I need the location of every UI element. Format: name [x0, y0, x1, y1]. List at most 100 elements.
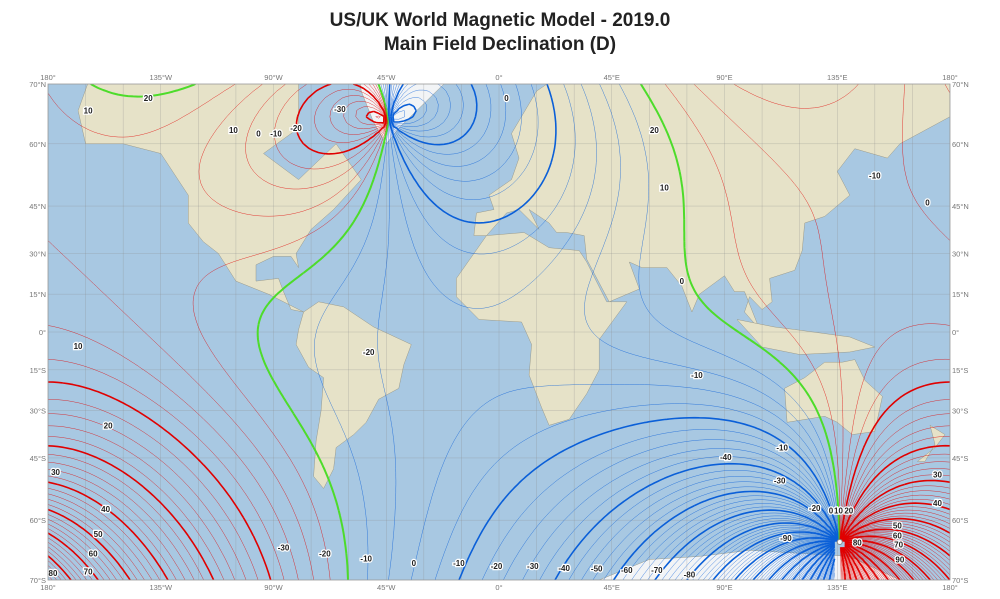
- contour-line: [48, 532, 950, 580]
- contour-line: [387, 84, 840, 580]
- contour-line: [843, 537, 946, 580]
- contour-line: [48, 509, 950, 580]
- contour-label: 70: [894, 540, 903, 549]
- contour-line: [844, 540, 927, 580]
- contour-line: [48, 499, 950, 580]
- lon-tick-bottom: 45°E: [604, 583, 620, 592]
- lat-tick-right: 0°: [952, 328, 959, 337]
- contour-label: -30: [278, 543, 290, 552]
- contour-label: 10: [834, 507, 843, 516]
- contour-line: [759, 541, 835, 580]
- contour-label: -40: [720, 453, 732, 462]
- lon-tick-bottom: 45°W: [377, 583, 396, 592]
- contour-line: [390, 84, 840, 580]
- contour-label: -30: [334, 105, 346, 114]
- lat-tick-left: 45°S: [30, 454, 46, 463]
- contour-label: 20: [144, 94, 153, 103]
- contour-line: [798, 545, 835, 580]
- contour-label: -20: [491, 562, 503, 571]
- contour-line: [48, 106, 950, 580]
- contour-line: [765, 542, 835, 580]
- contour-line: [844, 541, 924, 580]
- contour-label: -20: [290, 124, 302, 133]
- contour-line: [749, 540, 836, 580]
- lat-tick-left: 15°S: [30, 366, 46, 375]
- contour-line: [788, 544, 835, 580]
- contour-line: [392, 97, 839, 580]
- contour-layer: [48, 84, 950, 580]
- graticule: [48, 84, 950, 580]
- contour-label: -70: [651, 566, 663, 575]
- contour-label: 10: [74, 342, 83, 351]
- lat-tick-left: 0°: [39, 328, 46, 337]
- contour-line: [48, 95, 950, 580]
- contour-line: [841, 547, 848, 580]
- contour-line: [48, 506, 950, 580]
- contour-line: [841, 547, 849, 580]
- contour-line: [844, 543, 896, 580]
- contour-line: [726, 535, 836, 580]
- contour-label: -10: [691, 371, 703, 380]
- contour-line: [48, 468, 950, 580]
- contour-label: -10: [360, 554, 372, 563]
- contour-label: 30: [933, 470, 942, 479]
- contour-line: [674, 518, 838, 580]
- lon-tick-bottom: 90°W: [264, 583, 283, 592]
- contour-line: [844, 544, 883, 580]
- contour-line: [844, 542, 909, 580]
- contour-label: 60: [89, 549, 98, 558]
- contour-line: [752, 540, 835, 580]
- contour-line: [844, 545, 878, 580]
- lon-tick-bottom: 135°E: [827, 583, 848, 592]
- contour-line: [393, 110, 838, 580]
- contour-line: [843, 538, 942, 580]
- lat-tick-right: 60°N: [952, 140, 969, 149]
- contour-line: [48, 479, 950, 580]
- lon-tick-bottom: 90°E: [716, 583, 732, 592]
- contour-label: 70: [84, 567, 93, 576]
- contour-line: [48, 84, 950, 580]
- contour-line: [377, 84, 840, 580]
- contour-label: -60: [621, 566, 633, 575]
- lat-tick-left: 30°N: [29, 250, 46, 259]
- lat-tick-right: 70°N: [952, 80, 969, 89]
- contour-line: [48, 525, 950, 580]
- landmass-new-zealand: [916, 424, 946, 462]
- contour-label: -50: [591, 565, 603, 574]
- lon-tick-top: 90°W: [264, 73, 283, 82]
- contour-line: [808, 546, 835, 580]
- contour-line: [776, 542, 835, 580]
- contour-line: [48, 517, 950, 580]
- contour-line: [708, 530, 837, 580]
- contour-line: [840, 547, 844, 580]
- contour-label: -30: [774, 476, 786, 485]
- contour-line: [790, 544, 835, 580]
- contour-line: [840, 547, 845, 580]
- lon-tick-bottom: 135°W: [149, 583, 173, 592]
- contour-line: [800, 545, 835, 580]
- contour-line: [730, 536, 836, 580]
- contour-line: [392, 103, 839, 580]
- contour-line: [841, 547, 852, 580]
- lat-tick-right: 30°N: [952, 250, 969, 259]
- contour-line: [742, 539, 836, 580]
- contour-line: [842, 547, 856, 580]
- contour-line: [816, 548, 836, 580]
- contour-line: [828, 558, 836, 580]
- contour-line: [762, 541, 835, 580]
- contour-line: [48, 84, 950, 580]
- contour-line: [844, 543, 889, 580]
- contour-line: [806, 546, 835, 580]
- contour-line: [90, 84, 841, 580]
- contour-label: -90: [780, 534, 792, 543]
- contour-label: -30: [527, 562, 539, 571]
- contour-label: 50: [94, 530, 103, 539]
- contour-line: [844, 546, 869, 580]
- contour-label: 40: [101, 505, 110, 514]
- lon-tick-top: 45°W: [377, 73, 396, 82]
- lat-tick-left: 70°N: [29, 80, 46, 89]
- contour-line: [654, 509, 838, 580]
- lon-tick-top: 45°E: [604, 73, 620, 82]
- contour-line: [686, 522, 838, 580]
